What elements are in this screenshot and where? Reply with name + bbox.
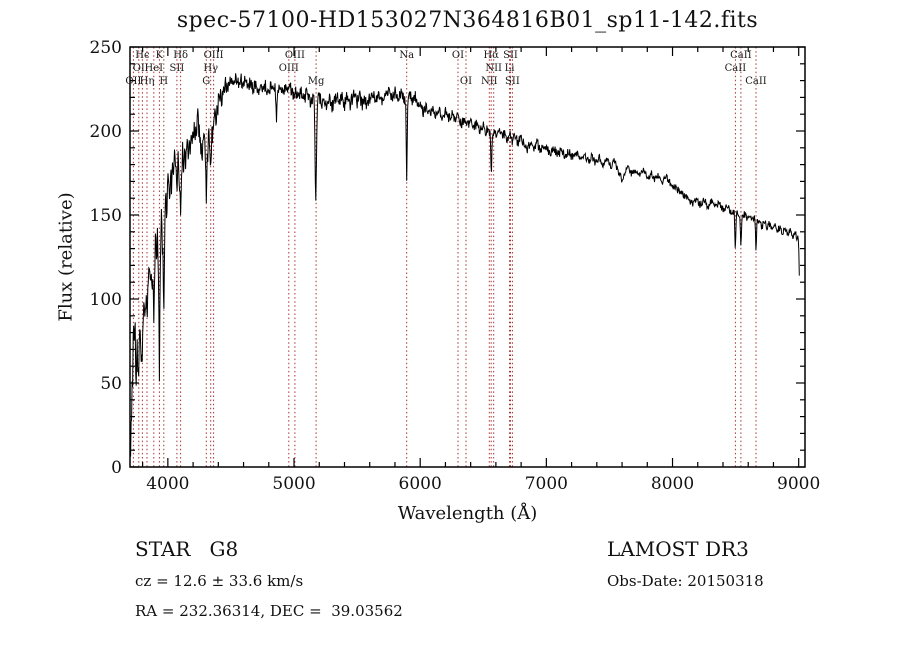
- y-tick-label: 150: [90, 206, 122, 226]
- x-tick-label: 6000: [399, 474, 442, 494]
- spectral-line-label: OI: [133, 63, 145, 74]
- y-tick-label: 0: [111, 458, 122, 478]
- spectral-line-label: K: [156, 50, 164, 61]
- y-tick-label: 50: [100, 374, 122, 394]
- spectral-line-label: OIII: [279, 63, 299, 74]
- spectral-line-label: OIII: [285, 50, 305, 61]
- spectral-line-label: Hη: [140, 76, 155, 87]
- spectral-line-label: NII: [481, 76, 498, 87]
- spectral-line-label: Hδ: [173, 50, 188, 61]
- x-tick-label: 8000: [651, 474, 694, 494]
- spectral-line-label: G: [202, 76, 210, 87]
- spectral-line-label: Hϵ: [135, 50, 150, 61]
- x-tick-label: 9000: [777, 474, 820, 494]
- spectral-line-label: Na: [399, 50, 414, 61]
- spectral-line-label: Li: [505, 63, 515, 74]
- obs-date-text: Obs-Date: 20150318: [607, 572, 764, 590]
- x-axis-label: Wavelength (Å): [397, 503, 538, 524]
- plot-border: [129, 46, 806, 468]
- spectral-line-label: OI: [460, 76, 472, 87]
- y-tick-label: 100: [90, 290, 122, 310]
- spectral-line-label: SII: [503, 50, 518, 61]
- spectral-line-markers: [132, 47, 757, 467]
- spectrum-flux-line: [130, 73, 800, 457]
- x-tick-label: 7000: [525, 474, 568, 494]
- y-tick-label: 250: [90, 38, 122, 58]
- x-tick-label: 4000: [146, 474, 189, 494]
- survey-label: LAMOST DR3: [607, 537, 749, 561]
- axis-ticks: [130, 46, 805, 468]
- spectral-line-label: SII: [170, 63, 185, 74]
- ra-dec-text: RA = 232.36314, DEC = 39.03562: [135, 602, 403, 620]
- y-tick-label: 200: [90, 122, 122, 142]
- spectral-line-label: NII: [485, 63, 502, 74]
- x-tick-label: 5000: [272, 474, 315, 494]
- cz-velocity-text: cz = 12.6 ± 33.6 km/s: [135, 572, 304, 590]
- axis-tick-labels: 4000 5000 6000 7000 8000 9000 0 50 100 150 200 250: [90, 38, 821, 494]
- spectral-line-label: Mg: [308, 76, 325, 87]
- spectral-line-label: HeI: [145, 63, 164, 74]
- object-class-label: STAR G8: [135, 537, 239, 561]
- y-axis-label: Flux (relative): [55, 192, 77, 322]
- spectral-line-label: SII: [505, 76, 520, 87]
- spectral-line-label: Hα: [483, 50, 499, 61]
- spectral-line-label: CaII: [730, 50, 752, 61]
- spectral-line-label: H: [159, 76, 168, 87]
- spectral-line-label: CaII: [745, 76, 767, 87]
- spectrum-trace: [130, 73, 800, 457]
- spectral-line-label: CaII: [725, 63, 747, 74]
- plot-title: spec-57100-HD153027N364816B01_sp11-142.f…: [176, 8, 759, 33]
- spectral-line-label: OI: [452, 50, 464, 61]
- plot-frame: [129, 46, 806, 468]
- spectral-line-label: Hγ: [203, 63, 218, 74]
- spectral-line-label: OII: [125, 76, 141, 87]
- spectral-line-label: OIII: [204, 50, 224, 61]
